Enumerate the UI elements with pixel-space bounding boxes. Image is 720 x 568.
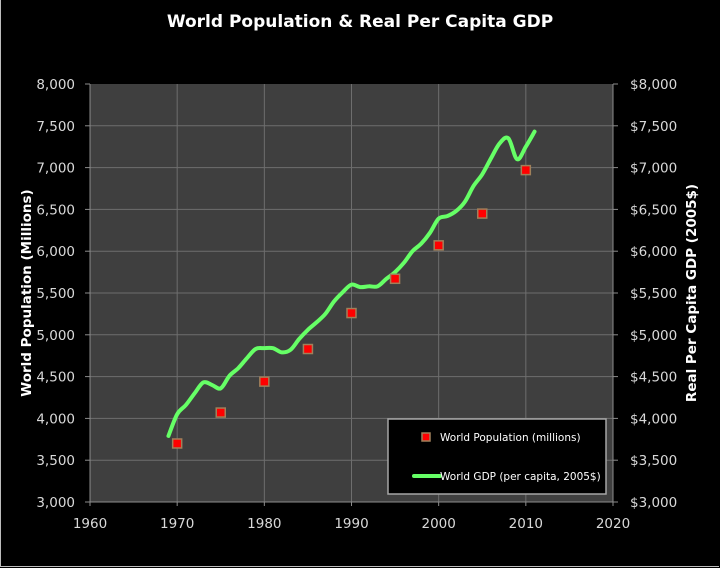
y-tick-label: 7,000 xyxy=(36,161,75,177)
y-tick-label: 5,500 xyxy=(36,286,75,302)
gdp-line xyxy=(166,129,537,438)
population-marker xyxy=(215,407,226,418)
y-axis-title: World Population (Millions) xyxy=(19,189,35,396)
y-tick-label: 6,500 xyxy=(36,202,75,218)
population-marker xyxy=(171,438,183,449)
y-tick-label: 7,500 xyxy=(36,119,75,135)
x-axis-ticks: 1960 1970 1980 1990 2000 2010 2020 xyxy=(73,502,630,532)
y2-axis-title: Real Per Capita GDP (2005$) xyxy=(684,184,700,402)
y-tick-label: 3,500 xyxy=(36,453,75,469)
y2-tick-label: $5,000 xyxy=(630,328,677,344)
y-tick-label: 4,000 xyxy=(36,411,75,427)
population-marker xyxy=(433,240,444,251)
x-tick-label: 1960 xyxy=(73,516,107,532)
y-tick-label: 4,500 xyxy=(36,370,75,386)
y2-tick-label: $3,500 xyxy=(630,453,677,469)
legend-marker-population xyxy=(421,432,431,442)
y-tick-label: 3,000 xyxy=(36,495,75,511)
y2-tick-label: $7,500 xyxy=(630,119,677,135)
y2-tick-label: $4,000 xyxy=(630,411,677,427)
y2-tick-label: $3,000 xyxy=(630,495,677,511)
legend: World Population (millions) World GDP (p… xyxy=(387,418,607,495)
chart-title: World Population & Real Per Capita GDP xyxy=(167,12,553,32)
legend-label-gdp: World GDP (per capita, 2005$) xyxy=(440,471,601,483)
y2-tick-label: $4,500 xyxy=(630,370,677,386)
y-axis-ticks: 3,000 3,500 4,000 4,500 5,000 5,500 6,000 6,500… xyxy=(36,77,90,511)
x-tick-label: 1980 xyxy=(247,516,281,532)
y2-axis-ticks: $3,000 $3,500 $4,000 $4,500 $5,000 $5,500 $6,0… xyxy=(613,77,677,511)
population-series xyxy=(171,164,532,449)
x-tick-label: 1990 xyxy=(334,516,368,532)
y-tick-label: 8,000 xyxy=(36,77,75,93)
y2-tick-label: $6,500 xyxy=(630,202,677,218)
y2-tick-label: $6,000 xyxy=(630,244,677,260)
legend-label-population: World Population (millions) xyxy=(440,432,581,444)
x-tick-label: 2000 xyxy=(421,516,455,532)
population-marker xyxy=(346,307,357,319)
y2-tick-label: $7,000 xyxy=(630,161,677,177)
population-marker xyxy=(302,343,314,355)
population-marker xyxy=(389,273,401,285)
x-tick-label: 2020 xyxy=(596,516,630,532)
population-marker xyxy=(259,376,270,387)
y2-tick-label: $5,500 xyxy=(630,286,677,302)
legend-box xyxy=(387,418,607,495)
x-tick-label: 1970 xyxy=(160,516,194,532)
population-marker xyxy=(520,164,532,176)
population-marker xyxy=(477,208,488,219)
y-tick-label: 6,000 xyxy=(36,244,75,260)
x-tick-label: 2010 xyxy=(509,516,543,532)
y-tick-label: 5,000 xyxy=(36,328,75,344)
gdp-series xyxy=(166,129,537,438)
y2-tick-label: $8,000 xyxy=(630,77,677,93)
